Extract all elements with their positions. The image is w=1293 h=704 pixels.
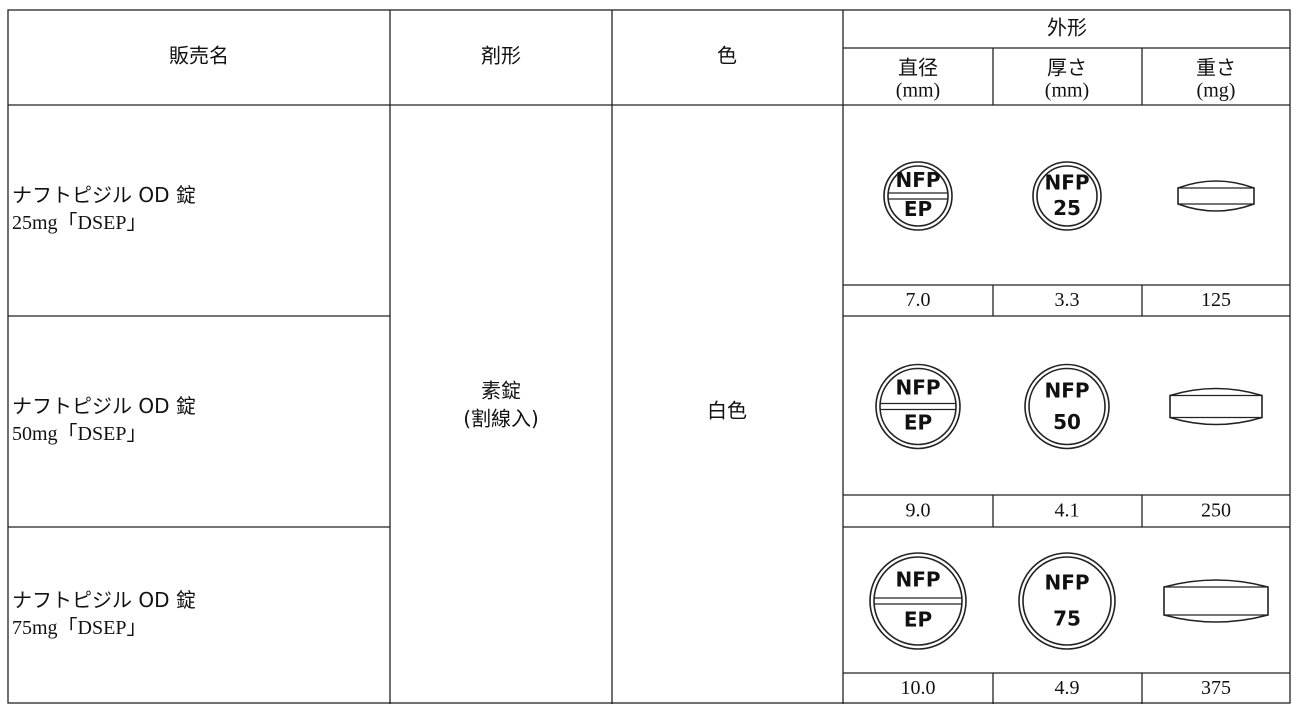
cell-text: 3.3 — [1055, 289, 1080, 311]
pill-outline — [1022, 556, 1112, 646]
cell-text: 375 — [1201, 677, 1231, 699]
cell-text: 10.0 — [901, 677, 936, 699]
pill-outline — [873, 556, 963, 646]
table-frame — [7, 9, 1291, 704]
cell-text: 250 — [1201, 500, 1231, 522]
imprint: NFP — [895, 567, 940, 591]
cell-text: (mm) — [896, 80, 940, 102]
cell-text: (mg) — [1197, 80, 1236, 102]
pill-front: NFP EP — [869, 552, 967, 650]
cell-text: 直径 — [898, 56, 938, 80]
cell-text: (mm) — [1045, 80, 1089, 102]
cell-text: (割線入) — [463, 407, 539, 431]
pill-back: NFP 50 — [1024, 363, 1110, 450]
cell-text: 販売名 — [169, 44, 229, 68]
imprint: 25 — [1053, 196, 1081, 220]
cell-text: 25mg「DSEP」 — [12, 211, 146, 234]
imprint: NFP — [1044, 571, 1089, 595]
cell-text: 50mg「DSEP」 — [12, 422, 146, 445]
pill-side — [1177, 180, 1255, 212]
pill-outline — [1028, 367, 1106, 446]
cell-text: 9.0 — [906, 500, 931, 522]
cell-text: ナフトピジル OD 錠 — [12, 394, 196, 418]
cell-text: 剤形 — [481, 44, 521, 68]
imprint: NFP — [1044, 378, 1089, 402]
cell-text: ナフトピジル OD 錠 — [12, 588, 196, 612]
cell-text: 厚さ — [1047, 56, 1087, 80]
pill-front: NFP EP — [875, 363, 961, 450]
imprint: NFP — [895, 375, 940, 399]
imprint: NFP — [895, 168, 940, 192]
imprint: NFP — [1044, 171, 1089, 195]
cell-text: 75mg「DSEP」 — [12, 616, 146, 639]
imprint: EP — [904, 197, 932, 221]
cell-text: 4.1 — [1055, 500, 1080, 522]
cell-text: 白色 — [707, 399, 747, 423]
cell-text: 外形 — [1047, 16, 1087, 40]
cell-text: 7.0 — [906, 289, 931, 311]
imprint: 50 — [1053, 410, 1081, 434]
pill-side — [1169, 387, 1263, 426]
pill-outline — [879, 367, 957, 446]
cell-text: 色 — [717, 44, 737, 68]
cell-text: ナフトピジル OD 錠 — [12, 183, 196, 207]
imprint: 75 — [1053, 607, 1081, 631]
pill-outline — [887, 165, 949, 227]
imprint: EP — [904, 411, 932, 435]
pill-side — [1163, 579, 1269, 623]
pill-outline — [1036, 165, 1098, 227]
cell-text: 素錠 — [481, 379, 521, 403]
cell-text: 125 — [1201, 289, 1231, 311]
pill-back: NFP 75 — [1018, 552, 1116, 650]
cell-text: 重さ — [1196, 56, 1236, 80]
imprint: EP — [904, 608, 932, 632]
cell-text: 4.9 — [1055, 677, 1080, 699]
pill-front: NFP EP — [883, 161, 953, 231]
